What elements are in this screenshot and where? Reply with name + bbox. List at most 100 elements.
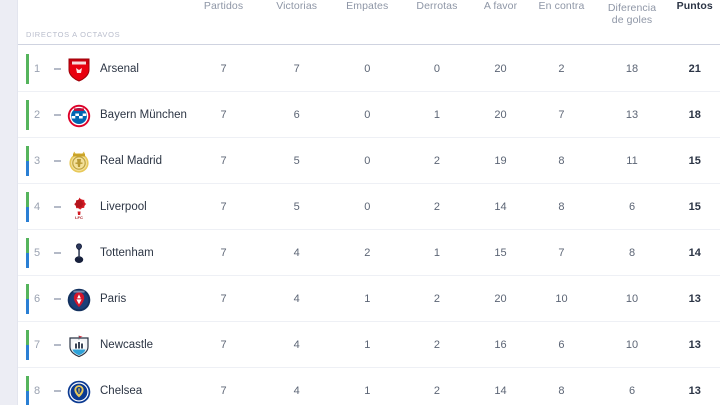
equal-dash	[53, 160, 61, 162]
cell-encontra: 7	[558, 109, 565, 121]
arsenal-crest[interactable]	[66, 57, 91, 82]
qualification-marker	[26, 54, 29, 84]
cell-puntos: 18	[688, 109, 701, 121]
team-name[interactable]: Arsenal	[100, 63, 139, 75]
column-header-afavor[interactable]: A favor	[483, 0, 518, 12]
table-row[interactable]: 8 Chelsea 7 4 1 2 14 8 6 13	[18, 368, 720, 405]
qualification-marker	[26, 192, 29, 222]
qualification-marker	[26, 284, 29, 314]
cell-encontra: 8	[558, 385, 565, 397]
marker-segment	[26, 345, 29, 360]
cell-derrotas: 2	[433, 339, 440, 351]
team-name[interactable]: Bayern München	[100, 109, 187, 121]
column-header-empates[interactable]: Empates	[346, 0, 389, 12]
rank-number: 7	[34, 339, 41, 351]
cell-partidos: 7	[220, 109, 227, 121]
marker-segment	[26, 115, 29, 130]
cell-partidos: 7	[220, 155, 227, 167]
cell-victorias: 4	[293, 247, 300, 259]
psg-crest[interactable]	[66, 287, 91, 312]
cell-partidos: 7	[220, 385, 227, 397]
column-header-derrotas[interactable]: Derrotas	[416, 0, 458, 12]
equal-dash	[53, 390, 61, 392]
cell-victorias: 7	[293, 63, 300, 75]
movement-equal-icon	[51, 46, 63, 92]
cell-dif: 10	[625, 293, 639, 305]
team-name[interactable]: Paris	[100, 293, 127, 305]
cell-encontra: 8	[558, 201, 565, 213]
cell-encontra: 7	[558, 247, 565, 259]
team-name[interactable]: Tottenham	[100, 247, 154, 259]
team-name[interactable]: Real Madrid	[100, 155, 162, 167]
rank-number: 3	[34, 155, 41, 167]
marker-segment	[26, 238, 29, 253]
table-row[interactable]: 2 Bayern München 7 6 0 1 20 7 13 18	[18, 92, 720, 138]
chelsea-crest[interactable]	[66, 379, 91, 404]
marker-segment	[26, 54, 29, 69]
column-header-encontra[interactable]: En contra	[538, 0, 585, 12]
team-name[interactable]: Newcastle	[100, 339, 154, 351]
cell-empates: 1	[364, 385, 371, 397]
cell-empates: 2	[364, 247, 371, 259]
movement-equal-icon	[51, 230, 63, 276]
cell-empates: 0	[364, 201, 371, 213]
equal-dash	[53, 206, 61, 208]
marker-segment	[26, 391, 29, 405]
cell-empates: 1	[364, 293, 371, 305]
cell-victorias: 5	[293, 201, 300, 213]
cell-puntos: 13	[688, 385, 701, 397]
marker-segment	[26, 330, 29, 345]
equal-dash	[53, 68, 61, 70]
cell-puntos: 14	[688, 247, 701, 259]
cell-dif: 10	[625, 339, 639, 351]
team-name[interactable]: Chelsea	[100, 385, 143, 397]
table-row[interactable]: 1 Arsenal 7 7 0 0 20 2 18 21	[18, 46, 720, 92]
cell-puntos: 13	[688, 293, 701, 305]
rank-number: 4	[34, 201, 41, 213]
realmadrid-crest[interactable]	[66, 149, 91, 174]
cell-puntos: 15	[688, 201, 701, 213]
cell-puntos: 15	[688, 155, 701, 167]
newcastle-crest[interactable]	[66, 333, 91, 358]
cell-victorias: 4	[293, 339, 300, 351]
table-row[interactable]: 4 LFC Liverpool 7 5 0 2 14 8 6 15	[18, 184, 720, 230]
column-header-dif[interactable]: Diferencia de goles	[607, 2, 657, 26]
rank-number: 6	[34, 293, 41, 305]
table-row[interactable]: 6 Paris 7 4 1 2 20 10 10 13	[18, 276, 720, 322]
cell-dif: 18	[625, 63, 639, 75]
cell-partidos: 7	[220, 247, 227, 259]
cell-empates: 1	[364, 339, 371, 351]
cell-afavor: 16	[494, 339, 507, 351]
cell-afavor: 14	[494, 385, 507, 397]
cell-encontra: 6	[558, 339, 565, 351]
marker-segment	[26, 100, 29, 115]
column-header-partidos[interactable]: Partidos	[203, 0, 244, 12]
cell-afavor: 20	[494, 109, 507, 121]
liverpool-crest[interactable]: LFC	[66, 195, 91, 220]
cell-victorias: 4	[293, 293, 300, 305]
marker-segment	[26, 299, 29, 314]
cell-partidos: 7	[220, 201, 227, 213]
cell-encontra: 8	[558, 155, 565, 167]
column-header-victorias[interactable]: Victorias	[276, 0, 318, 12]
tottenham-crest[interactable]	[66, 241, 91, 266]
movement-equal-icon	[51, 184, 63, 230]
cell-derrotas: 2	[433, 385, 440, 397]
table-row[interactable]: 3 Real Madrid 7 5 0 2 19 8 11 15	[18, 138, 720, 184]
section-label: DIRECTOS A OCTAVOS	[26, 30, 121, 39]
movement-equal-icon	[51, 276, 63, 322]
cell-partidos: 7	[220, 63, 227, 75]
cell-encontra: 2	[558, 63, 565, 75]
equal-dash	[53, 298, 61, 300]
table-row[interactable]: 5 Tottenham 7 4 2 1 15 7 8 14	[18, 230, 720, 276]
qualification-marker	[26, 238, 29, 268]
qualification-marker	[26, 146, 29, 176]
cell-afavor: 14	[494, 201, 507, 213]
table-row[interactable]: 7 Newcastle 7 4 1 2 16 6 10 13	[18, 322, 720, 368]
rank-number: 2	[34, 109, 41, 121]
bayern-crest[interactable]	[66, 103, 91, 128]
column-header-puntos[interactable]: Puntos	[676, 0, 713, 12]
equal-dash	[53, 344, 61, 346]
team-name[interactable]: Liverpool	[100, 201, 147, 213]
table-body: 1 Arsenal 7 7 0 0 20 2 18 21 2 Bayern München 7 6 0 1…	[18, 46, 720, 405]
